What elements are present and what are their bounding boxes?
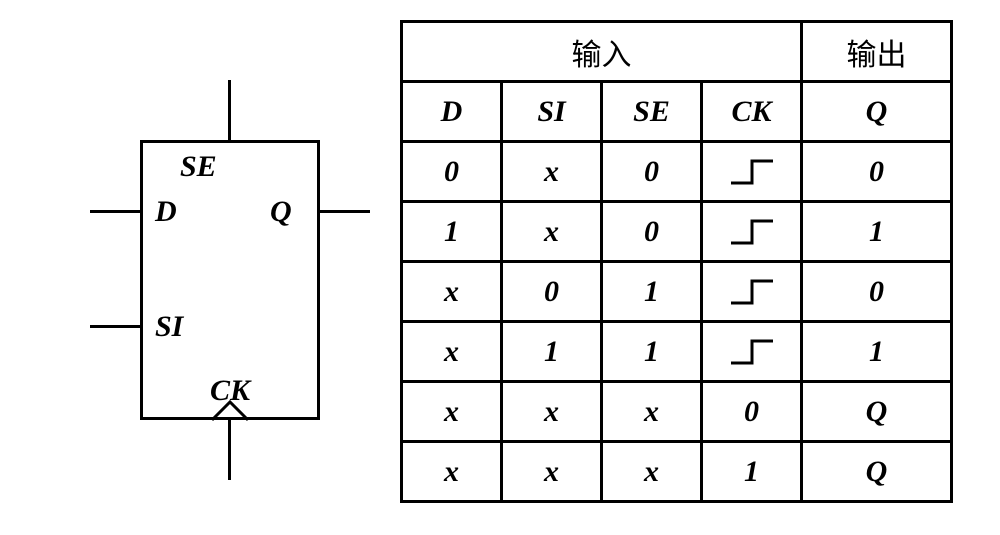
cell-se: x — [602, 382, 702, 442]
cell-d: x — [402, 382, 502, 442]
header-output: 输出 — [802, 22, 952, 82]
label-d: D — [155, 195, 177, 229]
cell-si: 0 — [502, 262, 602, 322]
cell-q: Q — [802, 382, 952, 442]
cell-q: 0 — [802, 142, 952, 202]
flipflop-symbol: SE D Q SI CK — [60, 60, 360, 480]
cell-d: x — [402, 322, 502, 382]
col-si: SI — [502, 82, 602, 142]
pin-ck — [228, 420, 231, 480]
pin-si — [90, 325, 140, 328]
cell-si: x — [502, 202, 602, 262]
cell-q: 0 — [802, 262, 952, 322]
table-row: xxx1Q — [402, 442, 952, 502]
cell-d: 0 — [402, 142, 502, 202]
cell-ck — [702, 202, 802, 262]
cell-q: 1 — [802, 322, 952, 382]
cell-q: 1 — [802, 202, 952, 262]
table-header-row: D SI SE CK Q — [402, 82, 952, 142]
col-ck: CK — [702, 82, 802, 142]
cell-ck — [702, 142, 802, 202]
pin-q — [320, 210, 370, 213]
col-d: D — [402, 82, 502, 142]
clock-triangle-icon — [210, 400, 250, 422]
cell-si: x — [502, 442, 602, 502]
label-se: SE — [180, 150, 217, 184]
cell-si: 1 — [502, 322, 602, 382]
cell-d: x — [402, 442, 502, 502]
cell-ck: 0 — [702, 382, 802, 442]
pin-d — [90, 210, 140, 213]
cell-si: x — [502, 142, 602, 202]
cell-se: 1 — [602, 262, 702, 322]
truth-table: 输入 输出 D SI SE CK Q 0x001x01x010x111xxx0Q… — [400, 20, 953, 503]
cell-se: 1 — [602, 322, 702, 382]
table-row: x010 — [402, 262, 952, 322]
label-q: Q — [270, 195, 292, 229]
pin-se — [228, 80, 231, 140]
table-row: 0x00 — [402, 142, 952, 202]
cell-d: x — [402, 262, 502, 322]
table-row: 1x01 — [402, 202, 952, 262]
cell-si: x — [502, 382, 602, 442]
table-row: x111 — [402, 322, 952, 382]
cell-se: 0 — [602, 202, 702, 262]
cell-ck: 1 — [702, 442, 802, 502]
cell-ck — [702, 322, 802, 382]
cell-q: Q — [802, 442, 952, 502]
cell-ck — [702, 262, 802, 322]
header-inputs: 输入 — [402, 22, 802, 82]
truth-table-grid: 输入 输出 D SI SE CK Q 0x001x01x010x111xxx0Q… — [400, 20, 953, 503]
table-section-row: 输入 输出 — [402, 22, 952, 82]
cell-d: 1 — [402, 202, 502, 262]
col-q: Q — [802, 82, 952, 142]
truth-table-body: 0x001x01x010x111xxx0Qxxx1Q — [402, 142, 952, 502]
col-se: SE — [602, 82, 702, 142]
cell-se: 0 — [602, 142, 702, 202]
label-si: SI — [155, 310, 183, 344]
cell-se: x — [602, 442, 702, 502]
table-row: xxx0Q — [402, 382, 952, 442]
